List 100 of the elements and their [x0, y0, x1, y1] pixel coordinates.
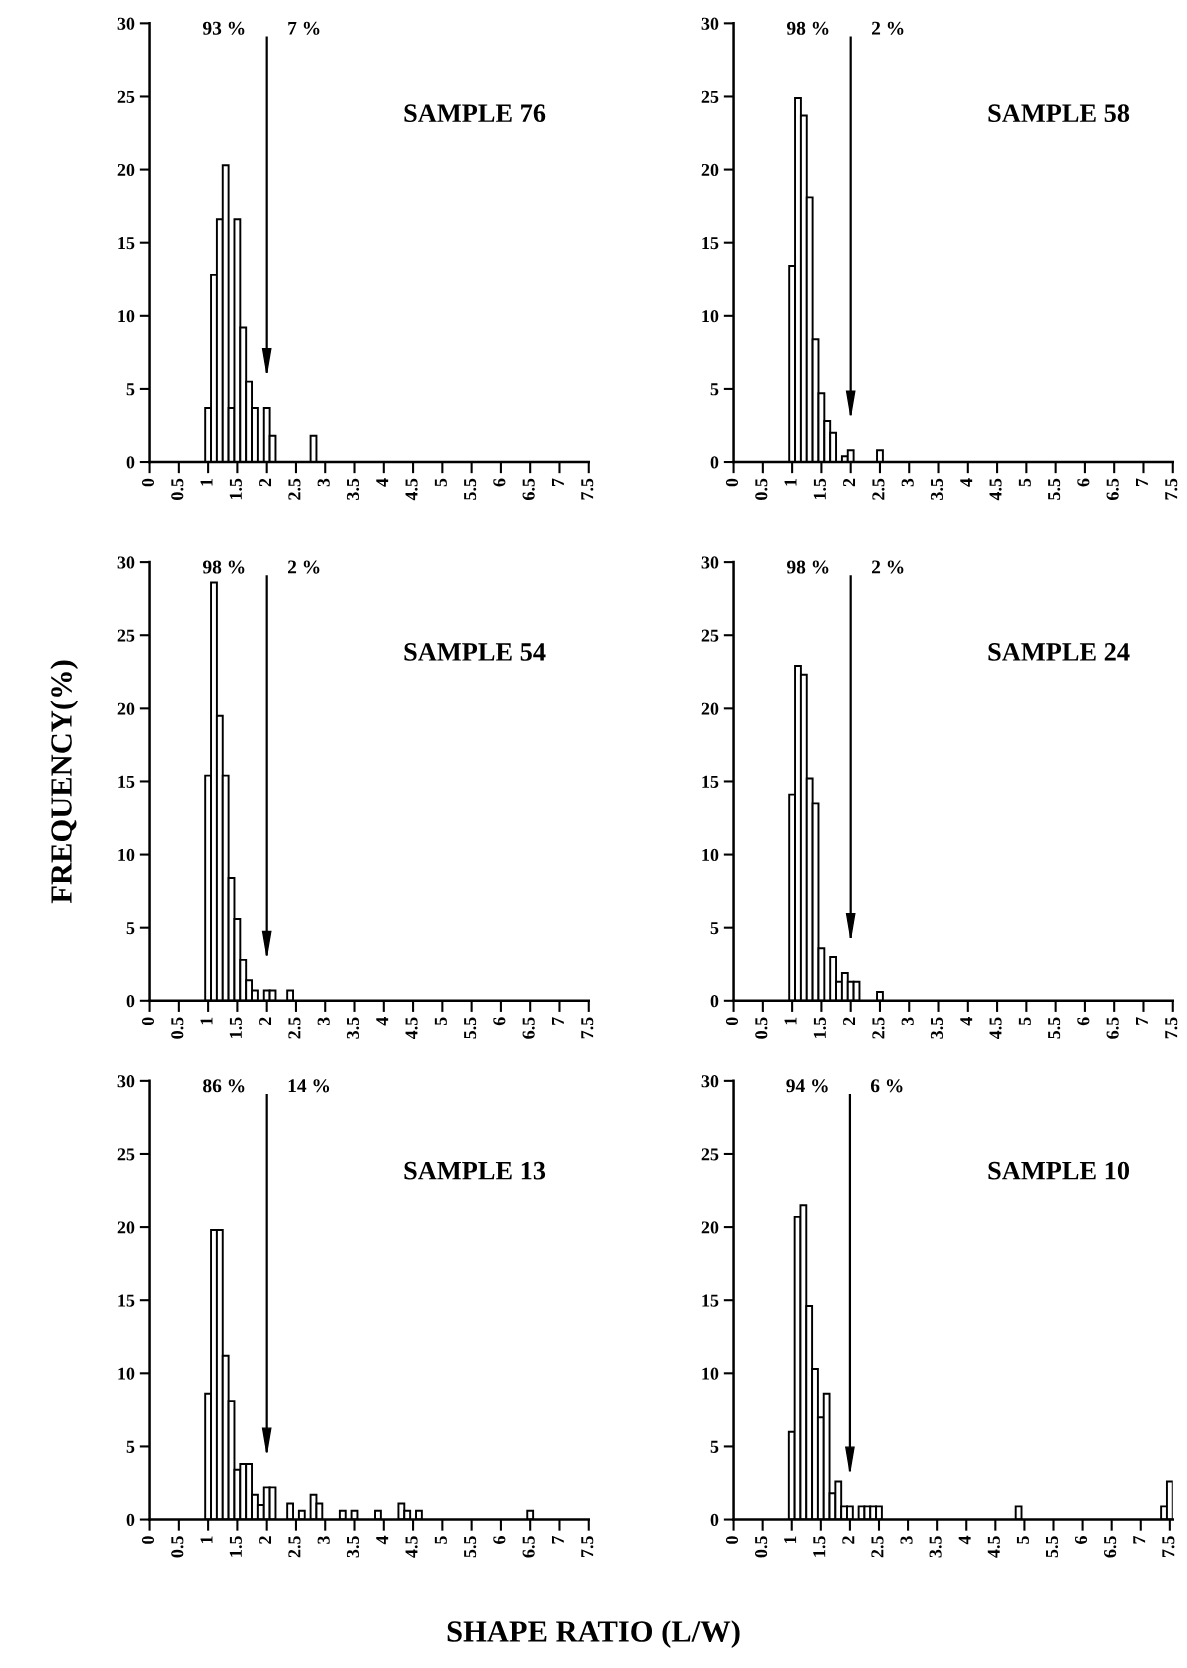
annotation: 94 %	[786, 1079, 828, 1093]
annotation: 98 %	[202, 560, 245, 574]
x-tick-label: 3.5	[346, 1536, 360, 1558]
x-tick-label: 7	[551, 1535, 564, 1544]
x-tick-label: 2.5	[872, 1017, 885, 1039]
y-tick-label: 20	[701, 163, 719, 177]
x-tick-label: 1.5	[813, 1536, 826, 1557]
x-tick-label: 0.5	[755, 1017, 768, 1039]
x-tick-label: 3	[900, 1536, 913, 1544]
x-tick-label: 5.5	[1048, 478, 1061, 500]
y-tick-label: 25	[701, 629, 719, 642]
y-tick-label: 5	[710, 1440, 719, 1453]
y-tick-label: 20	[117, 702, 135, 715]
annotation: 2 %	[872, 21, 904, 35]
x-tick-label: 5.5	[1046, 1536, 1059, 1558]
x-tick-label: 3.5	[929, 1536, 942, 1558]
x-tick-label: 7.5	[581, 1017, 594, 1039]
x-tick-label: 6	[493, 1017, 506, 1026]
x-tick-label: 6.5	[522, 478, 535, 500]
y-tick-label: 30	[701, 556, 719, 569]
x-tick-label: 5	[1016, 1536, 1029, 1544]
x-tick-label: 6	[1074, 1536, 1088, 1544]
x-tick-label: 4	[376, 1535, 389, 1545]
y-tick-label: 15	[702, 1294, 719, 1307]
y-tick-label: 25	[117, 90, 135, 103]
x-tick-label: 7	[1135, 478, 1148, 486]
y-tick-label: 5	[710, 383, 719, 396]
x-tick-label: 2.5	[288, 478, 301, 500]
y-tick-label: 5	[126, 383, 135, 396]
x-tick-label: 2.5	[288, 1017, 301, 1039]
y-tick-label: 10	[702, 310, 719, 323]
x-tick-label: 3	[317, 1536, 330, 1544]
y-tick-label: 10	[118, 310, 135, 323]
x-tick-label: 6	[493, 1536, 506, 1544]
x-tick-label: 0	[141, 1536, 155, 1544]
annotation: 6 %	[870, 1079, 903, 1093]
y-tick-label: 5	[126, 1440, 135, 1453]
x-tick-label: 4.5	[405, 478, 418, 501]
x-tick-label: 1.5	[229, 1536, 242, 1557]
x-tick-label: 7	[551, 478, 564, 486]
annotation: 2 %	[872, 560, 904, 574]
x-tick-label: 4	[960, 1017, 973, 1026]
x-tick-label: 2.5	[288, 1536, 301, 1558]
x-tick-label: 1.5	[813, 1017, 826, 1038]
x-tick-label: 4	[958, 1535, 971, 1545]
text: SAMPLE 10	[988, 1161, 1130, 1180]
x-tick-label: 5.5	[464, 1536, 477, 1558]
y-tick-label: 0	[126, 995, 135, 1008]
x-tick-label: 1	[200, 478, 213, 486]
text: SAMPLE 58	[988, 104, 1130, 123]
text: SAMPLE 54	[404, 643, 546, 661]
y-tick-label: 15	[702, 237, 719, 250]
x-tick-label: 4	[376, 478, 389, 487]
x-tick-label: 2	[843, 1017, 856, 1026]
y-tick-label: 0	[126, 1513, 135, 1526]
y-tick-label: 25	[117, 1148, 135, 1161]
annotation: 7 %	[288, 21, 320, 35]
x-tick-label: 1.5	[229, 478, 242, 500]
x-tick-label: 1.5	[229, 1017, 242, 1038]
x-tick-label: 3	[901, 1017, 914, 1026]
x-tick-label: 4.5	[989, 1017, 1002, 1040]
x-tick-label: 2	[842, 1536, 855, 1544]
x-tick-label: 3	[901, 478, 914, 487]
annotation: 98 %	[786, 21, 829, 35]
x-tick-label: 0.5	[755, 478, 768, 500]
y-tick-label: 20	[701, 1221, 719, 1234]
text: SAMPLE 13	[404, 1161, 546, 1180]
x-tick-label: 1.5	[813, 478, 826, 500]
x-tick-label: 4	[376, 1017, 389, 1026]
x-tick-label: 5	[434, 478, 447, 487]
x-tick-label: 1	[200, 1536, 213, 1544]
x-tick-label: 3.5	[930, 1017, 944, 1039]
x-tick-label: 5	[1018, 1017, 1031, 1026]
text: SAMPLE 76	[404, 104, 546, 123]
annotation: 86 %	[203, 1079, 245, 1093]
annotation: 2 %	[287, 560, 320, 574]
annotation: 93 %	[202, 21, 245, 35]
y-tick-label: 10	[118, 1367, 135, 1380]
annotation: 14 %	[288, 1079, 330, 1093]
y-tick-label: 30	[117, 1075, 135, 1088]
x-tick-label: 3	[317, 1017, 330, 1026]
y-tick-label: 15	[118, 237, 135, 250]
x-tick-label: 4.5	[987, 1536, 1000, 1558]
x-tick-label: 6.5	[522, 1536, 535, 1558]
x-tick-label: 6.5	[1106, 478, 1119, 500]
y-tick-label: 30	[117, 556, 135, 569]
x-axis-title: SHAPE RATIO (L/W)	[447, 1620, 740, 1648]
y-axis-title: FREQUENCY(%)	[50, 660, 79, 904]
x-tick-label: 0.5	[754, 1536, 768, 1558]
y-tick-label: 20	[117, 163, 135, 177]
x-tick-label: 5.5	[464, 478, 477, 500]
x-tick-label: 1	[200, 1017, 213, 1025]
x-tick-label: 7	[1133, 1535, 1146, 1544]
x-tick-label: 2	[259, 1017, 272, 1026]
x-tick-label: 2	[843, 478, 856, 487]
x-tick-label: 7.5	[1165, 478, 1178, 500]
y-tick-label: 30	[701, 1075, 719, 1088]
x-tick-label: 6.5	[1106, 1017, 1119, 1039]
x-tick-label: 2	[259, 1536, 272, 1544]
y-tick-label: 0	[710, 995, 719, 1008]
